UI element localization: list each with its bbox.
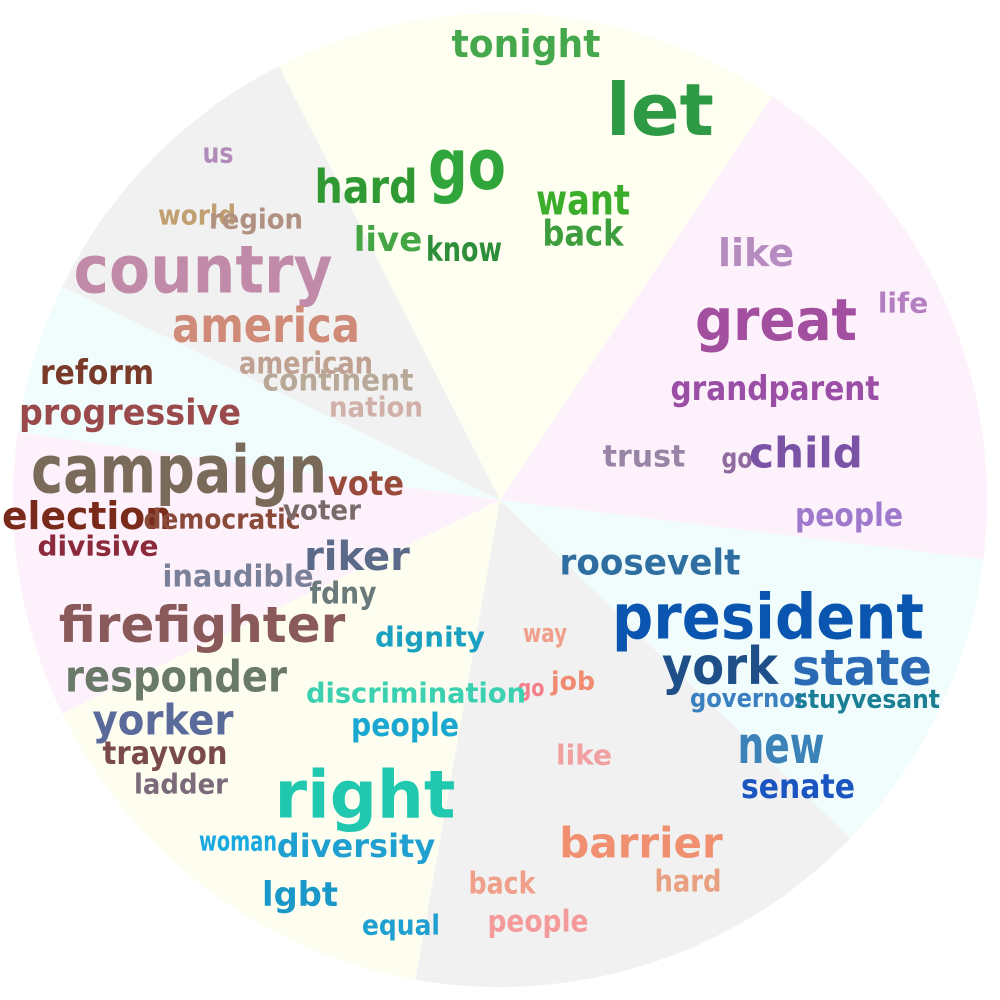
- word-s1-know: know: [426, 230, 502, 270]
- word-s3-state: state: [792, 639, 932, 697]
- word-s7-voter: voter: [283, 494, 361, 527]
- word-s2-go: go: [722, 442, 753, 475]
- word-s8-region: region: [209, 203, 303, 236]
- word-s6-trayvon: trayvon: [103, 734, 228, 772]
- word-s3-new: new: [738, 716, 825, 776]
- word-s3-president: president: [612, 581, 924, 654]
- word-s5-dignity: dignity: [375, 621, 485, 654]
- word-s5-right: right: [275, 757, 456, 834]
- word-s3-senate: senate: [741, 767, 855, 807]
- word-s2-trust: trust: [603, 440, 686, 475]
- sector-s6: [12, 432, 500, 714]
- word-s7-vote: vote: [328, 464, 404, 504]
- word-s5-diversity: diversity: [277, 827, 436, 865]
- word-s3-governor: governor: [690, 684, 806, 714]
- word-s7-democratic: democratic: [144, 503, 301, 536]
- word-s4-way: way: [523, 619, 567, 649]
- word-s2-people: people: [795, 496, 903, 534]
- word-s6-yorker: yorker: [93, 696, 234, 745]
- word-s2-grandparent: grandparent: [671, 369, 880, 409]
- word-s6-fdny: fdny: [310, 577, 377, 612]
- word-s6-riker: riker: [304, 534, 410, 580]
- word-s2-great: great: [695, 286, 857, 354]
- sector-s5: [62, 500, 501, 980]
- word-s7-divisive: divisive: [38, 530, 159, 563]
- word-s4-people: people: [488, 905, 589, 940]
- word-s4-go: go: [518, 674, 545, 702]
- word-s8-america: america: [172, 298, 360, 354]
- word-s6-firefighter: firefighter: [59, 596, 346, 654]
- word-s8-us: us: [203, 137, 234, 170]
- word-s8-nation: nation: [329, 391, 423, 424]
- word-s8-continent: continent: [263, 364, 414, 399]
- word-s1-let: let: [606, 68, 714, 152]
- word-s6-inaudible: inaudible: [163, 560, 314, 595]
- word-s2-life: life: [878, 287, 928, 320]
- word-s5-people: people: [351, 706, 459, 744]
- word-s3-york: york: [662, 637, 779, 697]
- word-s3-stuyvesant: stuyvesant: [794, 685, 940, 715]
- word-s8-world: world: [158, 199, 236, 232]
- word-s6-responder: responder: [65, 652, 287, 703]
- word-s4-hard: hard: [655, 865, 722, 900]
- word-s5-woman: woman: [199, 825, 277, 858]
- word-s4-job: job: [550, 667, 595, 697]
- word-s3-roosevelt: roosevelt: [560, 543, 741, 584]
- word-s1-hard: hard: [315, 160, 418, 214]
- word-s1-want: want: [536, 176, 630, 225]
- word-s5-discrimination: discrimination: [306, 677, 526, 710]
- word-s2-like: like: [718, 231, 794, 275]
- sector-s8: [62, 66, 501, 500]
- sector-s4: [415, 500, 851, 988]
- word-s7-reform: reform: [40, 353, 154, 393]
- word-s1-back: back: [543, 214, 625, 255]
- sector-s3: [500, 500, 984, 839]
- word-s2-child: child: [749, 429, 863, 478]
- word-s4-barrier: barrier: [559, 819, 723, 868]
- word-s5-equal: equal: [362, 909, 440, 942]
- word-s8-american: american: [239, 347, 373, 382]
- word-s1-live: live: [354, 220, 423, 260]
- sector-s7: [17, 286, 500, 500]
- word-s6-ladder: ladder: [134, 768, 228, 801]
- word-s7-progressive: progressive: [19, 393, 241, 434]
- word-s7-campaign: campaign: [31, 432, 327, 509]
- word-s4-like: like: [556, 739, 612, 772]
- word-s7-election: election: [2, 494, 172, 538]
- sector-s2: [500, 96, 988, 560]
- word-s5-lgbt: lgbt: [262, 875, 338, 915]
- word-s4-back: back: [469, 867, 537, 902]
- word-s1-tonight: tonight: [452, 22, 601, 66]
- word-s8-country: country: [74, 232, 333, 309]
- word-s1-go: go: [428, 124, 506, 206]
- sector-s1: [278, 13, 773, 500]
